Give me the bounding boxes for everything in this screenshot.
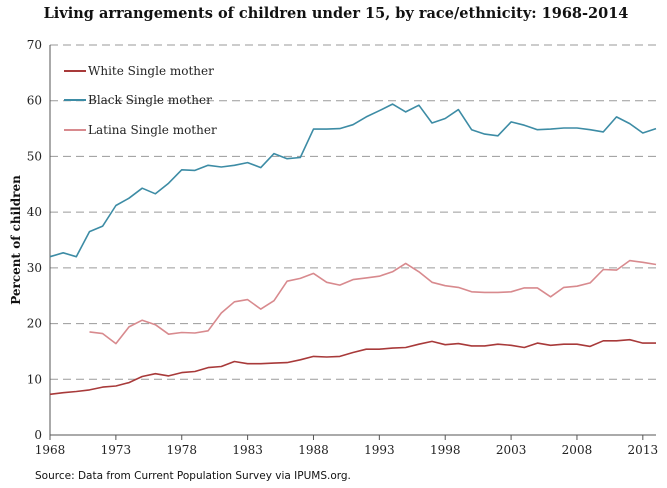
y-axis-ticks: 0 10 20 30 40 50 60 70 bbox=[27, 38, 42, 442]
y-axis-label: Percent of children bbox=[9, 175, 23, 305]
white-single-mother-line bbox=[49, 338, 656, 396]
y-tick-label: 0 bbox=[34, 428, 42, 442]
source-note: Source: Data from Current Population Sur… bbox=[35, 470, 351, 482]
latina-single-mother-line bbox=[89, 259, 657, 345]
legend-label-latina-single-mother: Latina Single mother bbox=[88, 123, 217, 137]
y-tick-label: 10 bbox=[27, 372, 42, 386]
legend: White Single mother Black Single mother La… bbox=[64, 64, 217, 137]
x-tick-label: 1978 bbox=[166, 443, 197, 457]
y-tick-label: 70 bbox=[27, 38, 42, 52]
y-tick-label: 20 bbox=[27, 317, 42, 331]
chart-title: Living arrangements of children under 15… bbox=[44, 5, 629, 22]
gridlines bbox=[50, 44, 656, 380]
series-lines bbox=[49, 103, 657, 396]
legend-label-black-single-mother: Black Single mother bbox=[88, 93, 212, 107]
axes bbox=[49, 45, 656, 436]
black-single-mother-line bbox=[49, 103, 657, 258]
x-tick-label: 2008 bbox=[562, 443, 593, 457]
x-tick-label: 1993 bbox=[364, 443, 395, 457]
x-tick-label: 1988 bbox=[298, 443, 329, 457]
x-tick-label: 1998 bbox=[430, 443, 461, 457]
x-tick-label: 2013 bbox=[628, 443, 659, 457]
x-tick-label: 2003 bbox=[496, 443, 527, 457]
y-tick-label: 40 bbox=[27, 205, 42, 219]
x-tick-label: 1968 bbox=[35, 443, 66, 457]
x-tick-label: 1983 bbox=[232, 443, 263, 457]
x-tick-label: 1973 bbox=[101, 443, 132, 457]
y-tick-label: 60 bbox=[27, 94, 42, 108]
y-tick-label: 50 bbox=[27, 149, 42, 163]
x-axis-ticks: 1968 1973 1978 1983 1988 1993 1998 2003 2008 2013 bbox=[35, 435, 658, 457]
y-tick-label: 30 bbox=[27, 261, 42, 275]
legend-label-white-single-mother: White Single mother bbox=[88, 64, 214, 78]
